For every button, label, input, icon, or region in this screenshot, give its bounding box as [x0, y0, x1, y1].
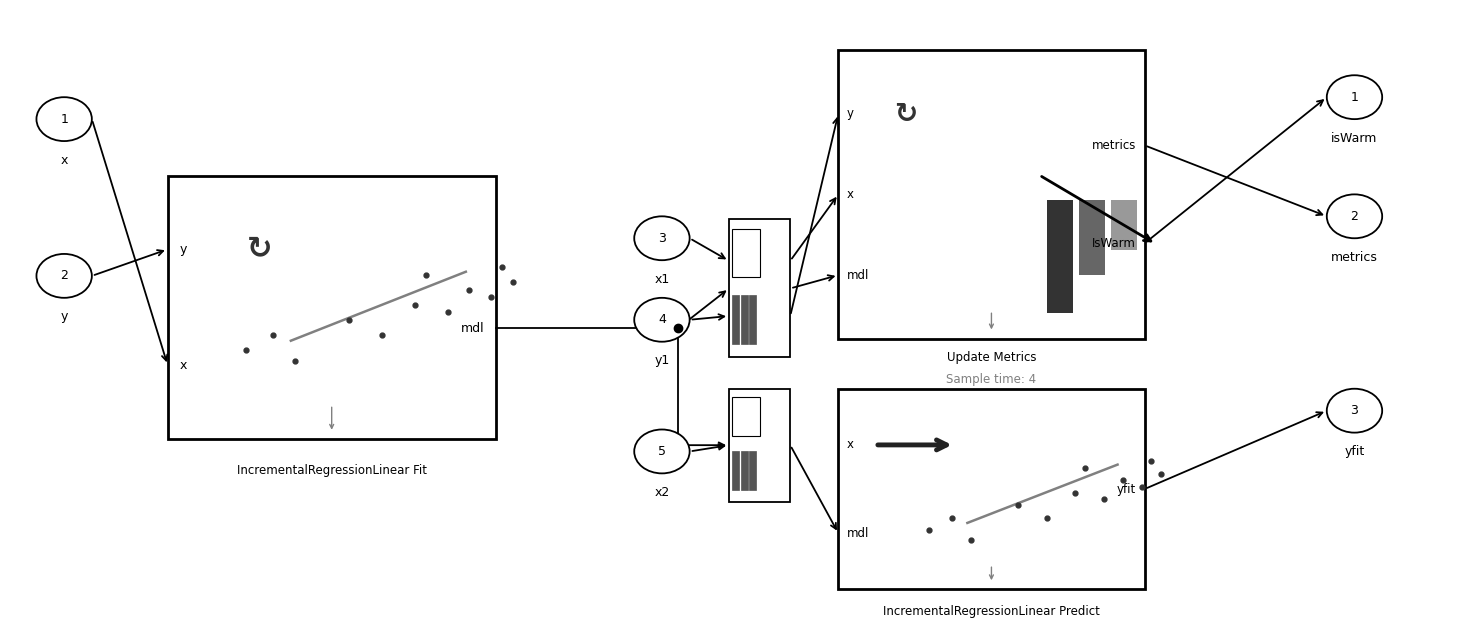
Text: ↻: ↻	[246, 234, 273, 264]
Text: ↻: ↻	[894, 100, 917, 128]
Ellipse shape	[634, 216, 690, 260]
Ellipse shape	[634, 429, 690, 473]
Text: mdl: mdl	[847, 268, 869, 282]
FancyBboxPatch shape	[741, 451, 748, 490]
FancyBboxPatch shape	[838, 50, 1145, 339]
Text: Sample time: 4: Sample time: 4	[946, 373, 1037, 386]
Text: y1: y1	[655, 354, 669, 367]
Text: 4: 4	[658, 314, 666, 326]
Text: IncrementalRegressionLinear Predict: IncrementalRegressionLinear Predict	[884, 605, 1099, 618]
Text: 1: 1	[1350, 91, 1359, 103]
Text: 2: 2	[1350, 210, 1359, 223]
FancyBboxPatch shape	[749, 295, 757, 344]
FancyBboxPatch shape	[732, 397, 760, 436]
FancyBboxPatch shape	[741, 295, 748, 344]
Text: Update Metrics: Update Metrics	[946, 351, 1037, 364]
Text: IsWarm: IsWarm	[1092, 237, 1136, 250]
Ellipse shape	[1327, 75, 1382, 119]
FancyBboxPatch shape	[729, 389, 790, 502]
Text: isWarm: isWarm	[1331, 132, 1378, 145]
FancyBboxPatch shape	[732, 451, 739, 490]
Text: 1: 1	[60, 113, 69, 125]
Text: x1: x1	[655, 273, 669, 286]
Ellipse shape	[36, 97, 92, 141]
Text: yfit: yfit	[1344, 445, 1365, 458]
Text: 2: 2	[60, 270, 69, 282]
Text: y: y	[847, 107, 854, 120]
Text: x: x	[847, 188, 854, 201]
Text: x: x	[179, 359, 187, 372]
Ellipse shape	[36, 254, 92, 298]
Text: yfit: yfit	[1117, 483, 1136, 495]
Text: metrics: metrics	[1092, 139, 1136, 152]
FancyBboxPatch shape	[168, 176, 496, 439]
Bar	[1111, 200, 1137, 250]
FancyBboxPatch shape	[838, 389, 1145, 589]
Text: metrics: metrics	[1331, 251, 1378, 264]
FancyBboxPatch shape	[732, 295, 739, 344]
Text: mdl: mdl	[461, 322, 484, 335]
Bar	[1079, 200, 1105, 275]
Ellipse shape	[1327, 194, 1382, 238]
Ellipse shape	[634, 298, 690, 342]
Text: y: y	[179, 243, 187, 256]
FancyBboxPatch shape	[749, 451, 757, 490]
FancyBboxPatch shape	[729, 219, 790, 357]
Text: 3: 3	[1350, 404, 1359, 417]
Bar	[1047, 200, 1073, 313]
FancyBboxPatch shape	[732, 229, 760, 277]
Text: x: x	[60, 154, 69, 167]
Text: x: x	[847, 438, 854, 451]
Text: 3: 3	[658, 232, 666, 245]
Text: y: y	[60, 310, 69, 324]
Text: x2: x2	[655, 486, 669, 499]
Text: 5: 5	[658, 445, 666, 458]
Text: mdl: mdl	[847, 527, 869, 540]
Text: IncrementalRegressionLinear Fit: IncrementalRegressionLinear Fit	[236, 464, 427, 477]
Ellipse shape	[1327, 389, 1382, 433]
